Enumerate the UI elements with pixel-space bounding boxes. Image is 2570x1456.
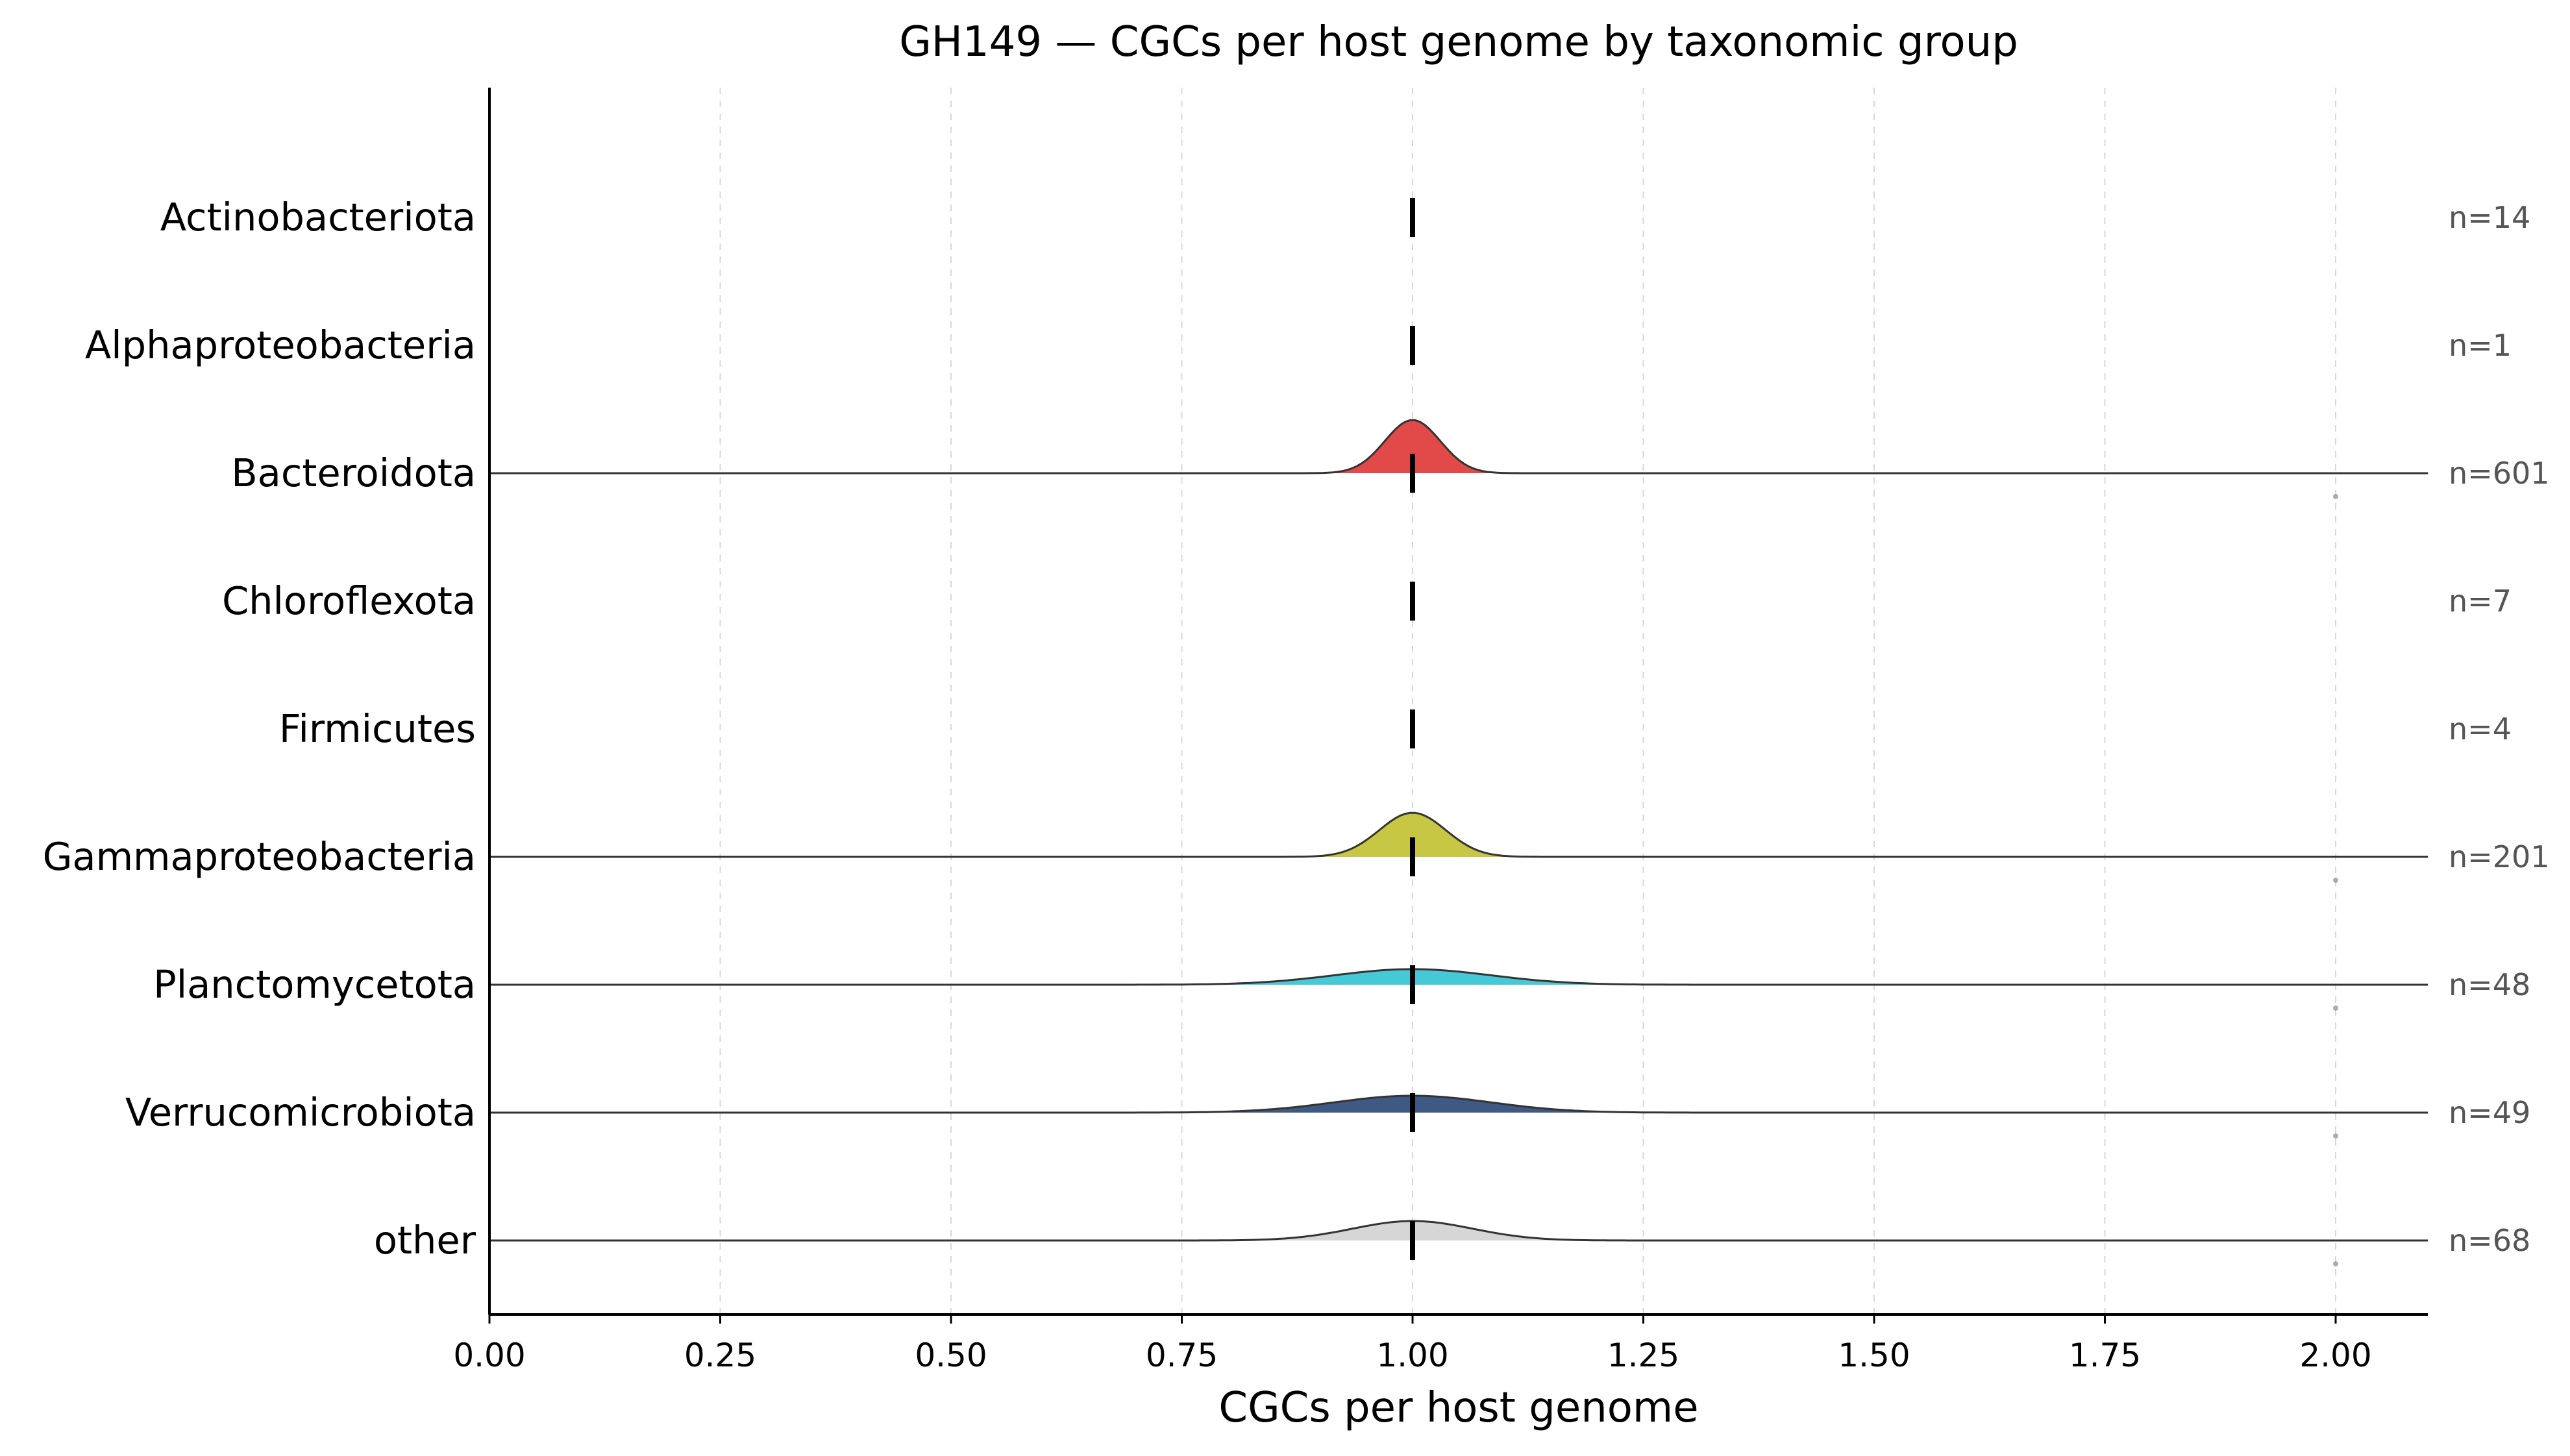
outlier-point xyxy=(2333,1261,2338,1266)
group-count-label: n=4 xyxy=(2449,711,2512,747)
density-fill xyxy=(489,1096,2428,1113)
density-fill xyxy=(489,420,2428,473)
x-tick-label: 0.25 xyxy=(684,1337,756,1374)
group-count-label: n=1 xyxy=(2449,328,2512,363)
group-label: Alphaproteobacteria xyxy=(85,323,476,367)
density-fill xyxy=(489,1221,2428,1240)
group-count-label: n=601 xyxy=(2449,456,2550,491)
group-count-label: n=201 xyxy=(2449,839,2550,874)
group-label: Actinobacteriota xyxy=(160,195,476,240)
x-tick-label: 0.00 xyxy=(453,1337,525,1374)
group-label: Firmicutes xyxy=(279,706,476,751)
group-label: Gammaproteobacteria xyxy=(43,834,476,879)
group-label: Verrucomicrobiota xyxy=(125,1090,476,1135)
density-fill xyxy=(489,813,2428,857)
group-label: Chloroflexota xyxy=(222,578,476,623)
density-fill xyxy=(489,969,2428,985)
outlier-point xyxy=(2333,878,2338,883)
ridge-layer xyxy=(489,198,2428,1266)
group-count-label: n=48 xyxy=(2449,967,2530,1002)
density-outline xyxy=(489,419,2428,475)
x-tick-label: 1.25 xyxy=(1607,1337,1679,1374)
chart-title: GH149 — CGCs per host genome by taxonomi… xyxy=(899,18,2018,66)
group-label: other xyxy=(374,1218,476,1263)
x-tick-label: 1.00 xyxy=(1376,1337,1448,1374)
axis-layer xyxy=(488,88,2428,1316)
x-tick-label: 0.75 xyxy=(1146,1337,1218,1374)
group-count-label: n=68 xyxy=(2449,1223,2530,1258)
x-tick-layer: 0.00 0.25 0.50 0.75 1.00 1.25 1.50 1.75 2.00 xyxy=(453,1314,2372,1374)
group-count-label: n=49 xyxy=(2449,1095,2530,1130)
density-outline xyxy=(489,1094,2428,1114)
density-outline xyxy=(489,968,2428,986)
outlier-point xyxy=(2333,1006,2338,1011)
x-tick-label: 1.50 xyxy=(1838,1337,1910,1374)
outlier-point xyxy=(2333,1133,2338,1139)
outlier-point xyxy=(2333,494,2338,499)
group-count-label: n=14 xyxy=(2449,200,2530,235)
x-tick-label: 2.00 xyxy=(2299,1337,2371,1374)
density-outline xyxy=(489,1220,2428,1242)
group-count-label: n=7 xyxy=(2449,584,2512,619)
group-label: Bacteroidota xyxy=(231,450,476,495)
density-outline xyxy=(489,811,2428,858)
group-label: Planctomycetota xyxy=(153,962,476,1007)
x-axis-label: CGCs per host genome xyxy=(1218,1384,1698,1432)
x-tick-label: 0.50 xyxy=(915,1337,987,1374)
x-tick-label: 1.75 xyxy=(2069,1337,2141,1374)
group-label-layer: Actinobacteriota n=14 Alphaproteobacteria n… xyxy=(43,195,2550,1263)
